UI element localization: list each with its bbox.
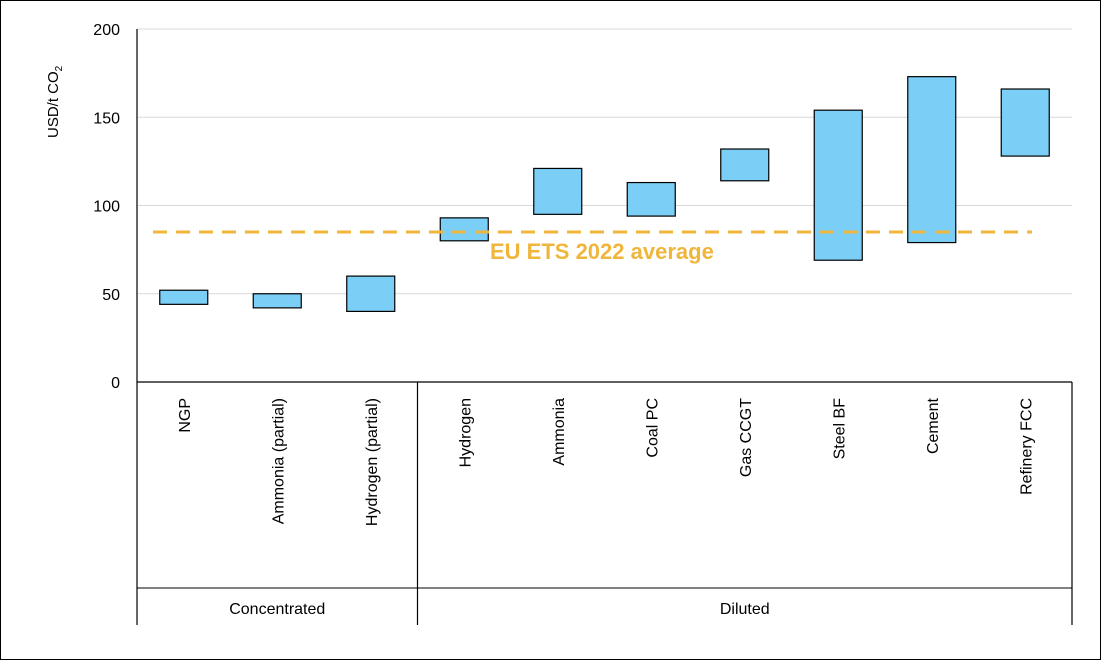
category-label-ammonia: Ammonia bbox=[551, 398, 568, 466]
group-label-diluted: Diluted bbox=[720, 601, 770, 618]
y-tick-200: 200 bbox=[93, 22, 120, 39]
category-label-refinery-fcc: Refinery FCC bbox=[1018, 398, 1035, 495]
y-axis-label-text: USD/t CO bbox=[45, 71, 62, 138]
range-bar-refinery-fcc bbox=[1000, 88, 1050, 157]
y-axis-label: USD/t CO2 bbox=[45, 65, 65, 138]
y-tick-50: 50 bbox=[102, 287, 120, 304]
range-bar-ammonia bbox=[533, 167, 583, 215]
category-label-gas-ccgt: Gas CCGT bbox=[738, 398, 755, 477]
category-label-coal-pc: Coal PC bbox=[644, 398, 661, 458]
y-tick-0: 0 bbox=[111, 375, 120, 392]
category-label-hydrogen: Hydrogen bbox=[457, 398, 474, 467]
category-label-cement: Cement bbox=[925, 397, 942, 454]
category-label-hydrogen-partial: Hydrogen (partial) bbox=[364, 398, 381, 526]
y-tick-labels: 0 50 100 150 200 bbox=[93, 22, 120, 392]
y-tick-100: 100 bbox=[93, 199, 120, 216]
category-label-ammonia-partial: Ammonia (partial) bbox=[270, 398, 287, 524]
range-bar-gas-ccgt bbox=[720, 148, 770, 182]
range-bar-steel-bf bbox=[813, 109, 863, 261]
category-label-steel-bf: Steel BF bbox=[831, 398, 848, 460]
category-labels: NGP Ammonia (partial) Hydrogen (partial) Hy… bbox=[177, 397, 1036, 526]
group-labels: Concentrated Diluted bbox=[229, 601, 769, 618]
range-bar-ammonia-partial bbox=[252, 293, 302, 309]
range-bar-hydrogen bbox=[439, 217, 489, 242]
category-label-ngp: NGP bbox=[177, 398, 194, 433]
range-bar-ngp bbox=[159, 289, 209, 305]
group-label-concentrated: Concentrated bbox=[229, 601, 325, 618]
range-bar-cement bbox=[907, 76, 957, 244]
range-bar-coal-pc bbox=[626, 181, 676, 217]
y-tick-150: 150 bbox=[93, 110, 120, 127]
range-bar-hydrogen-partial bbox=[346, 275, 396, 313]
eu-ets-reference-label: EU ETS 2022 average bbox=[490, 239, 714, 264]
axes bbox=[136, 29, 1073, 625]
range-bars bbox=[159, 76, 1050, 313]
y-axis-label-subscript: 2 bbox=[54, 65, 65, 71]
